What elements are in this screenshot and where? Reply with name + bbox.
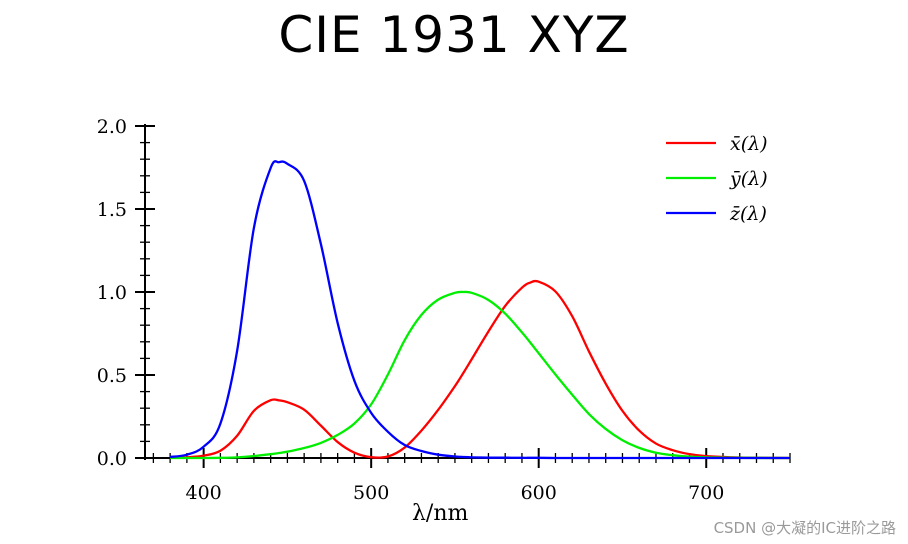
legend-label: x̄(λ) <box>730 133 768 155</box>
x-tick-label: 700 <box>688 482 724 504</box>
y-tick-label: 0.0 <box>97 448 127 470</box>
y-tick-label: 0.5 <box>97 365 127 387</box>
y-tick-label: 1.0 <box>97 282 127 304</box>
x-tick-label: 600 <box>521 482 557 504</box>
watermark: CSDN @大凝的IC进阶之路 <box>713 519 896 537</box>
chart-legend: x̄(λ) ȳ(λ) z̄(λ) <box>666 133 768 225</box>
y-bar-series-line <box>170 290 791 460</box>
x-tick-label: 400 <box>186 482 222 504</box>
page-title: CIE 1931 XYZ <box>278 6 630 64</box>
legend-item-x-bar: x̄(λ) <box>666 133 768 155</box>
legend-item-y-bar: ȳ(λ) <box>666 168 768 190</box>
x-tick-label: 500 <box>353 482 389 504</box>
chart-axes: 0.0 0.5 1.0 1.5 2.0 400 500 600 700 <box>97 116 791 504</box>
legend-label: ȳ(λ) <box>729 168 768 190</box>
legend-item-z-bar: z̄(λ) <box>666 203 767 225</box>
x-bar-series-line <box>170 279 791 460</box>
x-axis-label: λ/nm <box>412 501 469 526</box>
y-tick-label: 2.0 <box>97 116 127 138</box>
legend-label: z̄(λ) <box>729 203 767 225</box>
chart-series <box>169 160 791 460</box>
z-bar-series-line <box>169 160 790 460</box>
y-tick-label: 1.5 <box>97 199 127 221</box>
